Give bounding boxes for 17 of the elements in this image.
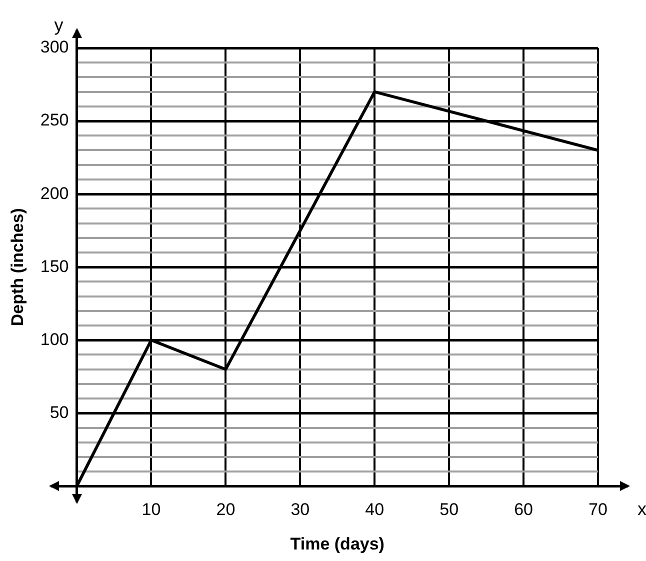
text: y xyxy=(54,14,64,35)
y-tick-label: 50 xyxy=(50,402,69,422)
x-tick-label: 60 xyxy=(514,500,533,520)
y-tick-label: 300 xyxy=(40,38,69,57)
y-tick-label: 150 xyxy=(40,256,69,276)
x-tick-label: 70 xyxy=(588,500,608,520)
y-tick-label: 200 xyxy=(40,184,69,203)
x-tick-label: 40 xyxy=(365,500,384,520)
x-tick-label: 30 xyxy=(290,500,310,520)
y-tick-label: 250 xyxy=(40,110,69,130)
x-tick-label: 50 xyxy=(440,500,459,520)
x-tick-label: 10 xyxy=(142,500,161,520)
y-axis-title: Depth (inches) xyxy=(8,208,27,326)
text: x xyxy=(638,499,646,520)
x-tick-label: 20 xyxy=(216,500,236,520)
y-tick-label: 100 xyxy=(40,330,69,349)
x-axis-title: Time (days) xyxy=(290,534,384,554)
